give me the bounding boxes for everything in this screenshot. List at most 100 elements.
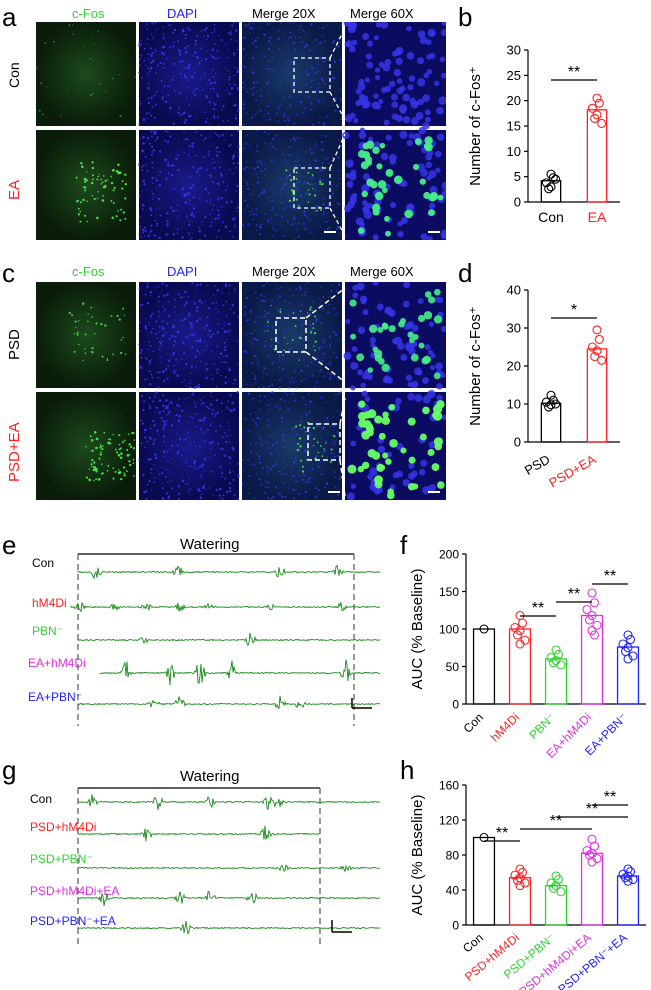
y-tick-label: 25 [507, 68, 521, 83]
data-point [582, 604, 592, 615]
y-tick-label: 0 [514, 195, 521, 210]
data-point [590, 113, 600, 123]
y-axis-label: AUC (% Baseline) [409, 795, 426, 916]
c-psdea-cfos-image [36, 392, 136, 500]
significance-label: ** [550, 813, 562, 830]
y-tick-label: 20 [507, 93, 521, 108]
data-point [556, 660, 566, 670]
panel-e-traces [70, 553, 380, 726]
data-point [587, 848, 597, 858]
category-label-1: PSD+EA [546, 451, 599, 490]
y-tick-label: 40 [446, 884, 460, 898]
data-point [597, 118, 607, 129]
data-point [551, 655, 561, 666]
data-point [592, 620, 602, 630]
data-point [520, 878, 530, 888]
g-trace-label-con: Con [30, 792, 53, 806]
data-point [594, 98, 604, 108]
g-trace-label-psd-hm4di-ea: PSD+hM4Di+EA [30, 884, 120, 898]
data-point [582, 846, 592, 856]
g-trace-label-psd-pbn-ea: PSD+PBN⁻+EA [30, 914, 116, 928]
category-label-0: Con [460, 931, 486, 956]
data-point [556, 887, 566, 897]
data-point [589, 598, 600, 608]
bar-1 [508, 628, 532, 705]
c-col-merge20: Merge 20X [252, 264, 316, 279]
panel-letter-e: e [2, 530, 17, 560]
panel-letter-d: d [458, 258, 473, 288]
bar-0 [472, 836, 496, 926]
panel-letter-c: c [2, 258, 15, 288]
significance-label: ** [568, 586, 580, 603]
data-point [587, 588, 597, 598]
panel-letter-a: a [2, 2, 17, 32]
y-tick-label: 0 [514, 435, 521, 450]
data-point [546, 878, 556, 888]
data-point [548, 883, 559, 893]
category-label-0: Con [538, 209, 564, 225]
data-point [551, 645, 561, 655]
g-trace-label-psd-pbn: PSD+PBN⁻ [30, 852, 93, 866]
y-tick-label: 0 [452, 919, 459, 933]
y-tick-label: 20 [507, 359, 521, 374]
e-trace-label-pbn: PBN⁻ [32, 624, 64, 638]
data-point [623, 876, 633, 886]
significance-label: ** [532, 600, 544, 617]
significance-label: ** [604, 789, 616, 806]
data-point [597, 355, 607, 365]
bar-3 [580, 614, 604, 705]
bar-0 [472, 628, 496, 705]
significance-label: ** [604, 568, 616, 585]
category-label-0: PSD [522, 452, 553, 478]
data-point [553, 649, 564, 660]
data-point [553, 874, 564, 885]
a-row-con: Con [6, 62, 22, 88]
data-point [587, 103, 597, 113]
data-point [510, 870, 520, 880]
g-trace-label-psd-hm4di: PSD+hM4Di [30, 820, 97, 834]
y-tick-label: 120 [439, 814, 459, 828]
panel-f-chart: 0 50 100 150 200 AUC (% Baseline) Con hM4Di PBN⁻… [409, 548, 646, 761]
panel-b-chart: 0 5 10 15 20 25 30 Number of c-Fos⁺ Con EA ** [467, 43, 620, 225]
c-row-psd: PSD [6, 329, 23, 360]
y-tick-label: 0 [452, 698, 459, 712]
data-point [628, 874, 638, 885]
c-col-dapi: DAPI [167, 264, 198, 279]
data-point [546, 400, 556, 410]
c-psdea-dapi-image [139, 392, 239, 500]
data-point [590, 351, 600, 362]
data-point [551, 399, 561, 409]
e-trace-label-ea-pbn: EA+PBN⁻ [28, 690, 83, 704]
data-point [551, 174, 561, 184]
bar-0 [540, 180, 562, 203]
significance-label: ** [586, 801, 598, 818]
data-point [623, 654, 633, 664]
data-point [548, 173, 558, 183]
panel-a-micrographs [36, 22, 446, 240]
y-tick-label: 50 [446, 660, 460, 674]
panel-c-micrographs [36, 282, 446, 500]
data-point [515, 625, 525, 636]
y-tick-label: 80 [446, 849, 460, 863]
data-point [592, 325, 602, 335]
data-point [587, 610, 597, 621]
a-con-merge20-image [242, 22, 342, 126]
y-tick-label: 10 [507, 397, 521, 412]
c-col-merge60: Merge 60X [350, 264, 414, 279]
y-tick-label: 200 [439, 548, 459, 562]
a-col-dapi: DAPI [167, 6, 198, 21]
y-tick-label: 30 [507, 43, 521, 58]
a-ea-merge20-image [242, 130, 342, 240]
bar-4 [616, 646, 640, 705]
data-point [594, 334, 604, 344]
significance-label: ** [568, 64, 580, 81]
data-point [515, 881, 525, 891]
a-row-ea: EA [6, 179, 23, 200]
data-point [587, 857, 597, 867]
y-tick-label: 150 [439, 585, 459, 599]
y-tick-label: 5 [514, 169, 521, 184]
data-point [546, 390, 556, 400]
data-point [584, 615, 595, 625]
